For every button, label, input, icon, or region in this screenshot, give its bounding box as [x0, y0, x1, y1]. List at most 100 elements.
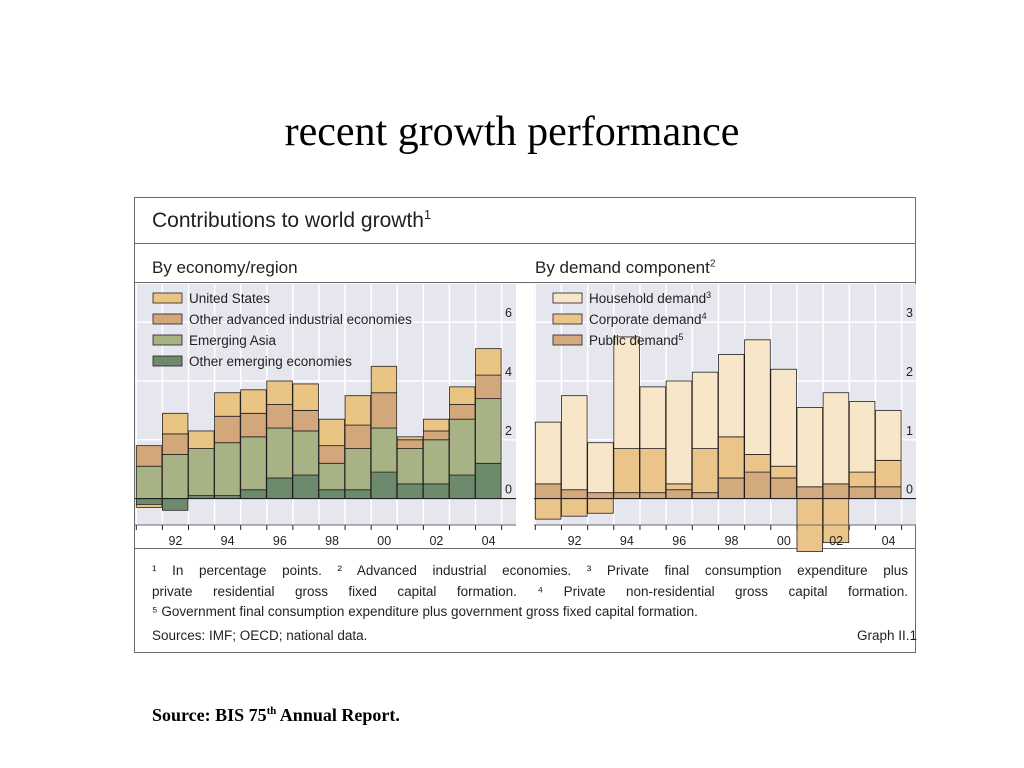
bar-segment: [639, 492, 667, 499]
footnote-line: ⁵ Government final consumption expenditu…: [152, 604, 698, 619]
legend-swatch: [552, 292, 583, 304]
legend-label: Emerging Asia: [189, 333, 277, 348]
bar-segment: [770, 368, 797, 467]
bar-segment: [318, 445, 345, 464]
bar-segment: [449, 404, 476, 420]
y-tick-label: 0: [906, 483, 913, 497]
bar-segment: [292, 409, 319, 432]
bar-segment: [214, 392, 241, 417]
bar-segment: [162, 412, 189, 435]
panel-title-economy: By economy/region: [152, 258, 298, 277]
footnote-line: ¹ In percentage points. ² Advanced indus…: [152, 563, 908, 578]
bar-segment: [691, 492, 719, 499]
x-tick-label: 94: [620, 534, 634, 548]
bar-segment: [770, 465, 797, 479]
bar-segment: [475, 398, 502, 464]
bar-segment: [796, 486, 823, 499]
x-tick-label: 98: [725, 534, 739, 548]
bar-segment: [848, 486, 876, 499]
bar-segment: [613, 448, 640, 494]
source-note: Source: BIS 75th Annual Report.: [152, 705, 400, 725]
bar-segment: [344, 489, 372, 499]
bar-segment: [848, 401, 876, 473]
bar-segment: [240, 436, 267, 491]
bar-segment: [266, 427, 293, 479]
legend-swatch: [552, 334, 583, 346]
bar-segment: [475, 348, 502, 376]
bar-segment: [344, 424, 372, 449]
bar-segment: [370, 427, 398, 473]
bar-segment: [370, 365, 398, 394]
bar-segment: [188, 430, 215, 449]
bar-segment: [292, 430, 319, 476]
bar-segment: [534, 498, 562, 520]
y-tick-label: 0: [505, 483, 512, 497]
bar-segment: [744, 454, 771, 473]
bar-segment: [240, 412, 267, 438]
bar-segment: [135, 498, 163, 505]
y-tick-label: 4: [505, 365, 512, 379]
x-tick-label: 92: [168, 534, 182, 548]
bar-segment: [240, 389, 267, 414]
x-tick-label: 04: [482, 534, 496, 548]
bar-segment: [422, 418, 450, 432]
bar-segment: [344, 395, 372, 426]
slide-title: recent growth performance: [284, 109, 740, 155]
y-tick-label: 2: [505, 424, 512, 438]
bar-segment: [534, 421, 562, 485]
legend-swatch: [552, 313, 583, 325]
bar-segment: [162, 498, 189, 511]
bar-segment: [475, 462, 502, 499]
bar-segment: [875, 409, 902, 461]
x-tick-label: 96: [273, 534, 287, 548]
panel-title-demand: By demand component2: [535, 258, 716, 277]
legend-label: Corporate demand4: [589, 311, 707, 327]
x-tick-label: 04: [882, 534, 896, 548]
bar-segment: [796, 407, 823, 488]
bar-segment: [770, 477, 797, 499]
legend-swatch: [152, 355, 183, 367]
panel-title-divider: [134, 282, 916, 283]
sources-row: Sources: IMF; OECD; national data. Graph…: [152, 628, 917, 643]
bar-segment: [848, 471, 876, 488]
chart-panel-1: 92 94 96 98 00 02 04 0 1 2 3 Household demand3 Corpo…: [534, 284, 916, 552]
bar-segment: [691, 371, 719, 449]
legend-swatch: [152, 313, 183, 325]
y-tick-label: 2: [906, 365, 913, 379]
bar-segment: [396, 483, 424, 499]
bar-segment: [822, 498, 850, 544]
bar-segment: [370, 471, 398, 499]
bar-segment: [587, 442, 614, 494]
bar-segment: [561, 498, 588, 517]
bar-segment: [396, 448, 424, 485]
bar-segment: [744, 471, 771, 499]
title-divider: [134, 243, 916, 244]
bar-segment: [292, 474, 319, 499]
bar-segment: [449, 418, 476, 476]
bar-segment: [639, 386, 667, 449]
x-tick-label: 92: [568, 534, 582, 548]
y-tick-label: 3: [906, 306, 913, 320]
bar-segment: [266, 404, 293, 429]
graph-title: Contributions to world growth1: [152, 208, 431, 232]
bar-segment: [875, 459, 902, 488]
footnote-line: private residential gross fixed capital …: [152, 583, 908, 599]
legend-swatch: [152, 292, 183, 304]
bar-segment: [214, 415, 241, 444]
bar-segment: [561, 489, 588, 499]
bar-segment: [266, 380, 293, 405]
x-tick-label: 00: [777, 534, 791, 548]
bar-segment: [240, 489, 267, 499]
bar-segment: [744, 339, 771, 455]
bar-segment: [162, 454, 189, 499]
bar-segment: [613, 492, 640, 499]
bar-segment: [691, 448, 719, 494]
bar-segment: [318, 489, 345, 499]
x-tick-label: 00: [377, 534, 391, 548]
bar-segment: [422, 430, 450, 441]
legend-label: Public demand5: [589, 332, 683, 348]
x-tick-label: 96: [672, 534, 686, 548]
bar-segment: [534, 483, 562, 499]
bar-segment: [613, 336, 640, 449]
